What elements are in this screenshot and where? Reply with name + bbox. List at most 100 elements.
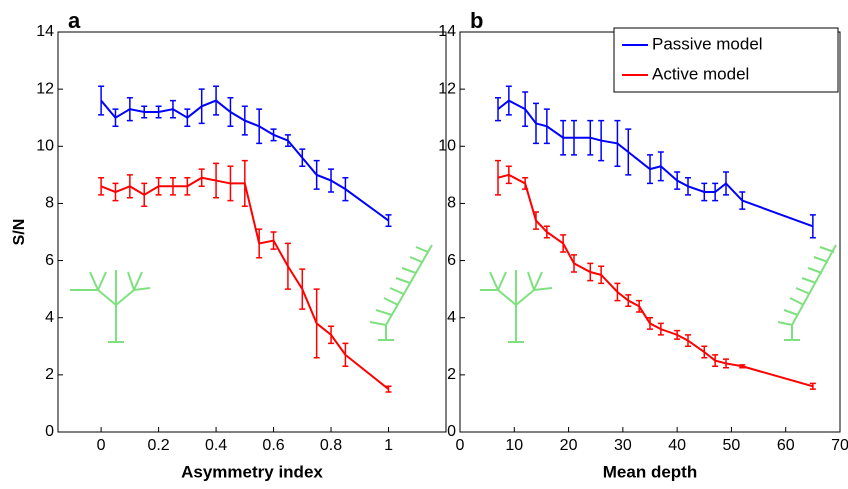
y-tick-label: 6 [447, 252, 456, 269]
error-bar [571, 254, 577, 273]
x-tick-label: 70 [831, 437, 848, 454]
legend-label: Active model [652, 64, 749, 83]
error-bar [543, 108, 550, 145]
error-bar [560, 119, 567, 156]
error-bar [213, 162, 220, 199]
error-bar [533, 102, 539, 145]
error-bar [227, 96, 234, 128]
error-bar [126, 174, 133, 199]
error-bar [522, 91, 529, 128]
error-bar [155, 105, 162, 119]
error-bar [614, 282, 621, 302]
y-tick-label: 12 [36, 80, 54, 97]
series-line [497, 173, 814, 388]
error-bar [505, 165, 512, 185]
error-bar [241, 105, 248, 136]
error-bar [522, 176, 529, 190]
error-bar [155, 176, 162, 196]
error-bar [213, 85, 220, 116]
error-bar [495, 159, 501, 196]
error-bar [809, 214, 816, 239]
series-line [497, 99, 814, 228]
x-tick-label: 60 [777, 437, 795, 454]
panel-label: b [470, 8, 483, 33]
y-tick-label: 2 [45, 366, 54, 383]
x-tick-label: 50 [723, 437, 741, 454]
error-bar [169, 176, 176, 196]
error-bar [256, 228, 263, 259]
x-tick-label: 0 [97, 437, 106, 454]
error-bar [270, 231, 277, 250]
error-bar [126, 96, 133, 122]
legend-box [613, 27, 839, 93]
panel-label: a [68, 8, 81, 33]
x-tick-label: 0.4 [205, 437, 227, 454]
x-tick-label: 40 [668, 437, 686, 454]
x-tick-label: 10 [505, 437, 523, 454]
x-tick-label: 0.6 [262, 437, 284, 454]
error-bar [270, 128, 277, 142]
error-bar [685, 176, 691, 196]
error-bar [313, 159, 320, 190]
error-bar [112, 108, 119, 128]
error-bar [598, 119, 605, 162]
error-bar [625, 128, 632, 176]
y-tick-label: 8 [447, 195, 456, 212]
error-bar [342, 342, 349, 368]
error-bar [587, 119, 594, 156]
symmetric-tree-icon [480, 270, 553, 343]
error-bar [256, 108, 263, 145]
y-tick-label: 12 [438, 80, 456, 97]
y-tick-label: 4 [447, 309, 456, 326]
error-bar [284, 134, 291, 148]
error-bar [543, 225, 550, 239]
plot-frame [57, 31, 447, 433]
error-bar [328, 325, 335, 345]
symmetric-tree-icon [70, 270, 151, 343]
error-bar [625, 294, 632, 308]
error-bar [198, 168, 205, 188]
error-bar [505, 85, 512, 116]
x-axis-label: Mean depth [603, 462, 697, 481]
error-bar [571, 119, 577, 156]
error-bar [739, 191, 746, 210]
error-bar [674, 329, 681, 340]
error-bar [614, 119, 621, 168]
error-bar [141, 105, 148, 119]
error-bar [636, 299, 643, 313]
error-bar [685, 334, 691, 348]
y-tick-label: 14 [36, 23, 54, 40]
y-tick-label: 10 [438, 138, 456, 155]
error-bar [284, 242, 291, 290]
x-tick-label: 30 [614, 437, 632, 454]
x-axis-label: Asymmetry index [181, 462, 323, 481]
error-bar [587, 262, 594, 282]
error-bar [112, 182, 119, 202]
y-tick-label: 14 [438, 23, 456, 40]
y-tick-label: 0 [447, 423, 456, 440]
error-bar [385, 385, 392, 393]
y-tick-label: 10 [36, 138, 54, 155]
x-tick-label: 1 [384, 437, 393, 454]
x-tick-label: 20 [560, 437, 578, 454]
error-bar [198, 88, 205, 125]
error-bar [313, 288, 320, 359]
error-bar [98, 85, 105, 116]
error-bar [560, 234, 567, 253]
error-bar [227, 165, 234, 202]
x-tick-label: 0.8 [320, 437, 342, 454]
error-bar [657, 151, 664, 182]
error-bar [712, 354, 719, 368]
asymmetric-tree-icon [369, 244, 433, 341]
error-bar [299, 268, 306, 310]
error-bar [647, 154, 653, 185]
error-bar [701, 345, 708, 359]
error-bar [598, 265, 605, 285]
error-bar [674, 171, 681, 190]
x-tick-label: 0 [456, 437, 465, 454]
error-bar [701, 182, 708, 202]
error-bar [657, 322, 664, 336]
error-bar [809, 382, 816, 390]
error-bar [385, 214, 392, 228]
